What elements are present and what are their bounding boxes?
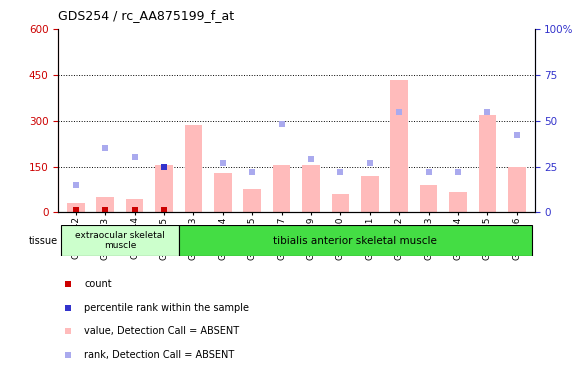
Bar (61, 225, 179, 256)
Text: value, Detection Call = ABSENT: value, Detection Call = ABSENT (84, 326, 239, 336)
Text: rank, Detection Call = ABSENT: rank, Detection Call = ABSENT (84, 350, 235, 360)
Bar (479, 115, 496, 212)
Bar (361, 176, 379, 212)
Text: tibialis anterior skeletal muscle: tibialis anterior skeletal muscle (273, 236, 437, 246)
Bar (332, 194, 349, 212)
Text: tissue: tissue (28, 236, 58, 246)
Bar (390, 80, 408, 212)
Bar (67, 203, 85, 212)
Bar (449, 193, 467, 212)
Bar (243, 190, 261, 212)
Bar (214, 173, 232, 212)
Text: percentile rank within the sample: percentile rank within the sample (84, 303, 249, 313)
Bar (420, 185, 437, 212)
Bar (185, 125, 202, 212)
Bar (302, 165, 320, 212)
Text: extraocular skeletal
muscle: extraocular skeletal muscle (75, 231, 165, 250)
Bar (155, 165, 173, 212)
Bar (179, 225, 532, 256)
Bar (273, 165, 290, 212)
Text: GDS254 / rc_AA875199_f_at: GDS254 / rc_AA875199_f_at (58, 9, 234, 22)
Bar (96, 197, 114, 212)
Text: count: count (84, 279, 112, 289)
Bar (125, 198, 144, 212)
Bar (508, 167, 526, 212)
